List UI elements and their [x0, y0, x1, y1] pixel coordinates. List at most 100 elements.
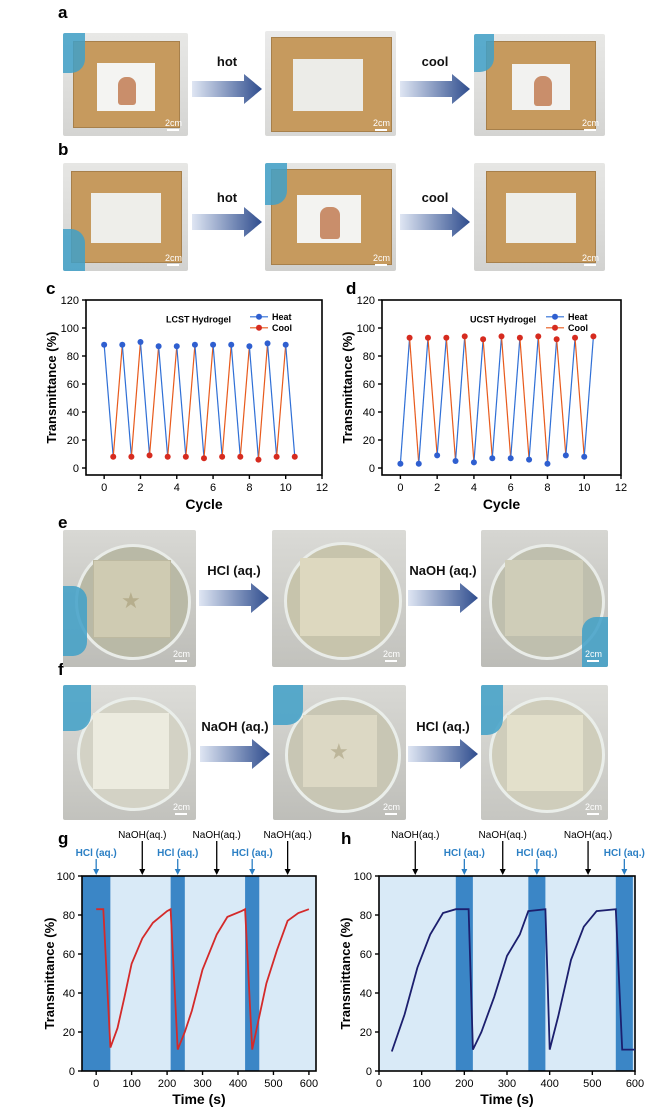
panel-letter-c: c — [46, 279, 55, 298]
heat-point — [470, 459, 477, 466]
x-tick-label: 500 — [264, 1078, 282, 1090]
heat-segment — [565, 337, 576, 456]
annotation-label: NaOH(aq.) — [118, 830, 166, 841]
y-tick-label: 20 — [360, 1027, 372, 1039]
legend-label-heat: Heat — [568, 312, 588, 322]
annotation-label: HCl (aq.) — [157, 848, 198, 859]
y-tick-label: 20 — [63, 1027, 75, 1039]
cool-point — [237, 453, 244, 460]
figurine — [320, 207, 340, 239]
scale-bar: 2cm — [383, 649, 400, 662]
arrow-right-icon — [192, 74, 262, 104]
photo-b1-frame-opaque: 2cm — [63, 163, 188, 271]
figurine — [118, 77, 136, 105]
chart-c-lcst: c 0 20 40 60 80 100 120 0 2 4 6 8 10 12 Cycle Transmitta… — [44, 279, 328, 512]
cool-point — [424, 334, 431, 341]
photo-f3-petri-dish-opaque: 2cm — [481, 685, 608, 820]
cool-point — [553, 336, 560, 343]
cool-point — [535, 333, 542, 340]
x-tick-label: 6 — [508, 482, 514, 494]
cool-segment — [185, 344, 196, 457]
panel-letter-d: d — [346, 279, 356, 298]
heat-segment — [418, 337, 429, 464]
cool-segment — [537, 336, 549, 464]
x-tick-label: 300 — [193, 1078, 211, 1090]
heat-segment — [473, 339, 484, 463]
heat-segment — [158, 346, 169, 457]
heat-point — [191, 341, 198, 348]
plot-frame — [85, 299, 323, 476]
acid-band — [170, 876, 185, 1071]
y-tick-label: 60 — [363, 379, 375, 391]
cool-segment — [112, 344, 123, 457]
x-axis-label: Cycle — [185, 496, 223, 512]
cool-point — [182, 453, 189, 460]
panel-letter-a: a — [58, 3, 68, 22]
heat-segment — [103, 344, 114, 457]
arrow-right-icon — [400, 74, 470, 104]
heat-point — [137, 339, 144, 345]
y-tick-label: 80 — [63, 910, 75, 922]
cool-segment — [464, 336, 475, 463]
scale-bar: 2cm — [582, 253, 599, 266]
heat-point — [282, 341, 289, 348]
cool-segment — [257, 343, 269, 460]
annotation-label: NaOH(aq.) — [391, 830, 439, 841]
x-tick-label: 6 — [210, 482, 216, 494]
photo-b3-frame-opaque: 2cm — [474, 163, 605, 271]
x-tick-label: 0 — [93, 1078, 99, 1090]
legend-marker-cool — [552, 324, 558, 331]
cool-point — [110, 453, 117, 460]
cool-point — [461, 333, 468, 340]
annotation-arrow-head — [249, 869, 256, 875]
arrow-label-hot: hot — [216, 54, 238, 69]
heat-segment — [546, 339, 558, 464]
annotation-label: HCl (aq.) — [232, 848, 273, 859]
acid-band — [528, 876, 546, 1071]
cool-point — [291, 453, 298, 460]
scale-bar: 2cm — [165, 118, 182, 131]
x-tick-label: 200 — [158, 1078, 176, 1090]
cool-segment — [500, 336, 512, 459]
photo-e2-petri-dish-opaque: 2cm — [272, 530, 406, 667]
cool-segment — [167, 346, 178, 457]
star-icon: ★ — [329, 739, 349, 764]
scale-bar: 2cm — [383, 802, 400, 815]
cool-segment — [519, 337, 530, 460]
cool-point — [146, 452, 153, 459]
background-band — [379, 876, 635, 1071]
cool-point — [516, 334, 523, 341]
y-tick-label: 0 — [69, 1066, 75, 1078]
photo-f1-petri-dish-opaque: 2cm — [63, 685, 196, 820]
heat-point — [434, 452, 441, 459]
annotation-label: NaOH(aq.) — [193, 830, 241, 841]
y-tick-label: 20 — [67, 435, 79, 447]
panel-letter-b: b — [58, 140, 69, 159]
photo-a3-frame-with-figurine: 2cm — [474, 34, 605, 136]
legend-label-cool: Cool — [272, 323, 292, 333]
acid-band — [245, 876, 260, 1071]
arrow-label-hcl: HCl (aq.) — [416, 719, 470, 734]
heat-point — [415, 460, 422, 467]
y-tick-label: 0 — [369, 463, 375, 475]
x-tick-label: 10 — [280, 482, 292, 494]
y-tick-label: 40 — [63, 988, 75, 1000]
arrow-right-icon — [408, 739, 478, 769]
scale-bar: 2cm — [165, 253, 182, 266]
annotation-arrow-head — [533, 869, 540, 875]
chart-g-transmittance-time: g 0 20 40 60 80 100 0 100 200 300 400 500 600 Time (s)… — [42, 829, 318, 1107]
x-axis-label: Time (s) — [480, 1091, 533, 1107]
heat-point — [581, 453, 588, 460]
chart-title: UCST Hydrogel — [470, 314, 536, 324]
annotation-label: NaOH(aq.) — [263, 830, 311, 841]
y-tick-label: 80 — [67, 351, 79, 363]
heat-segment — [491, 336, 503, 459]
chart-title: LCST Hydrogel — [166, 314, 231, 324]
heat-segment — [139, 341, 151, 456]
heat-point — [228, 341, 235, 348]
cool-segment — [239, 346, 250, 457]
photo-e1-petri-dish-star: ★ 2cm — [63, 530, 196, 667]
x-tick-label: 4 — [174, 482, 180, 494]
heat-point — [101, 341, 108, 348]
photo-b2-frame-with-figurine: 2cm — [265, 163, 396, 271]
